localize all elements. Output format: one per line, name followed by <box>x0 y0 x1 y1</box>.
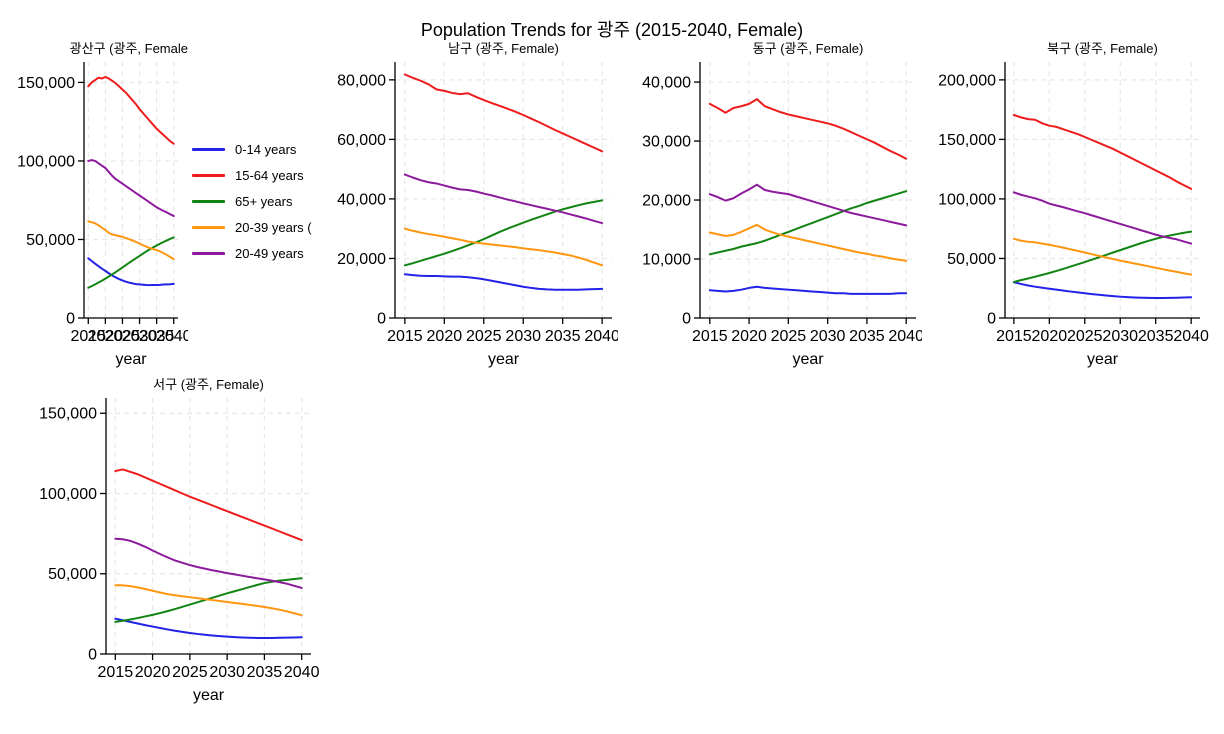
svg-text:2040: 2040 <box>156 328 188 345</box>
svg-text:2020: 2020 <box>427 328 463 345</box>
legend-line-swatch <box>192 147 225 151</box>
svg-text:year: year <box>115 351 147 368</box>
svg-text:100,000: 100,000 <box>938 191 996 208</box>
legend-item-15-64: 15-64 years <box>192 162 312 188</box>
svg-text:150,000: 150,000 <box>938 132 996 149</box>
svg-text:2030: 2030 <box>505 328 541 345</box>
legend-line-swatch <box>192 225 225 229</box>
svg-text:2020: 2020 <box>731 328 767 345</box>
legend-line-swatch <box>192 251 225 255</box>
svg-text:2025: 2025 <box>172 664 208 681</box>
svg-text:100,000: 100,000 <box>17 153 75 170</box>
legend-item-20-39: 20-39 years ( <box>192 214 312 240</box>
svg-text:2035: 2035 <box>1138 328 1174 345</box>
svg-text:2015: 2015 <box>692 328 728 345</box>
svg-text:0: 0 <box>987 311 996 328</box>
legend-label: 20-39 years ( <box>235 219 312 235</box>
svg-text:서구 (광주, Female): 서구 (광주, Female) <box>153 377 264 392</box>
svg-text:2015: 2015 <box>98 664 134 681</box>
svg-text:0: 0 <box>682 311 691 328</box>
figure-title: Population Trends for 광주 (2015-2040, Fem… <box>420 20 804 40</box>
svg-text:year: year <box>792 351 824 368</box>
svg-text:year: year <box>1087 351 1119 368</box>
svg-text:2030: 2030 <box>209 664 245 681</box>
legend-label: 0-14 years <box>235 141 297 157</box>
subplot-namgu: 0 20,000 40,000 60,000 80,000 2015 2020 2025 203… <box>315 38 618 376</box>
svg-text:50,000: 50,000 <box>48 566 97 583</box>
svg-text:0: 0 <box>66 311 75 328</box>
svg-text:0: 0 <box>377 311 386 328</box>
subplot-donggu: 0 10,000 20,000 30,000 40,000 2015 2020 2025 203… <box>620 38 922 376</box>
svg-text:2040: 2040 <box>1173 328 1209 345</box>
svg-text:2030: 2030 <box>810 328 846 345</box>
legend-label: 65+ years <box>235 193 293 209</box>
svg-text:2025: 2025 <box>466 328 502 345</box>
svg-text:100,000: 100,000 <box>39 486 97 503</box>
svg-text:150,000: 150,000 <box>39 406 97 423</box>
svg-text:40,000: 40,000 <box>642 75 691 92</box>
svg-text:2040: 2040 <box>888 328 922 345</box>
svg-text:2025: 2025 <box>771 328 807 345</box>
svg-text:80,000: 80,000 <box>337 72 386 89</box>
svg-text:2040: 2040 <box>284 664 320 681</box>
svg-text:2035: 2035 <box>545 328 581 345</box>
subplot-bukgu: 0 50,000 100,000 150,000 200,000 2015 2020 2025… <box>925 38 1214 376</box>
svg-text:2025: 2025 <box>105 328 141 345</box>
svg-text:2035: 2035 <box>247 664 283 681</box>
svg-text:20,000: 20,000 <box>642 193 691 210</box>
svg-text:150,000: 150,000 <box>17 75 75 92</box>
svg-text:남구 (광주, Female): 남구 (광주, Female) <box>448 41 559 56</box>
legend-label: 20-49 years <box>235 245 304 261</box>
svg-text:2015: 2015 <box>996 328 1032 345</box>
svg-text:30,000: 30,000 <box>642 134 691 151</box>
svg-text:2035: 2035 <box>139 328 175 345</box>
svg-text:2015: 2015 <box>387 328 423 345</box>
svg-text:2035: 2035 <box>849 328 885 345</box>
svg-text:50,000: 50,000 <box>947 251 996 268</box>
legend-line-swatch <box>192 199 225 203</box>
svg-text:2020: 2020 <box>135 664 171 681</box>
svg-text:광산구 (광주, Female): 광산구 (광주, Female) <box>70 41 188 56</box>
svg-text:2030: 2030 <box>1102 328 1138 345</box>
svg-text:2030: 2030 <box>122 328 158 345</box>
svg-text:200,000: 200,000 <box>938 72 996 89</box>
legend-line-swatch <box>192 173 225 177</box>
svg-text:50,000: 50,000 <box>26 232 75 249</box>
legend: 0-14 years 15-64 years 65+ years 20-39 y… <box>192 136 312 266</box>
svg-text:10,000: 10,000 <box>642 252 691 269</box>
svg-text:동구 (광주, Female): 동구 (광주, Female) <box>753 41 864 56</box>
svg-text:2040: 2040 <box>584 328 618 345</box>
subplot-gwangsangu: 0 50,000 100,000 150,000 2015 2020 2025 2030 203… <box>4 38 188 376</box>
legend-item-20-49: 20-49 years <box>192 240 312 266</box>
svg-text:2015: 2015 <box>70 328 106 345</box>
svg-text:20,000: 20,000 <box>337 251 386 268</box>
svg-text:0: 0 <box>88 647 97 664</box>
legend-label: 15-64 years <box>235 167 304 183</box>
legend-item-0-14: 0-14 years <box>192 136 312 162</box>
svg-text:40,000: 40,000 <box>337 191 386 208</box>
legend-item-65plus: 65+ years <box>192 188 312 214</box>
svg-text:year: year <box>193 687 225 704</box>
svg-text:북구 (광주, Female): 북구 (광주, Female) <box>1047 41 1158 56</box>
subplot-seogu: 0 50,000 100,000 150,000 2015 2020 2025 2030 203… <box>26 374 323 712</box>
svg-text:60,000: 60,000 <box>337 132 386 149</box>
svg-text:2025: 2025 <box>1067 328 1103 345</box>
svg-text:2020: 2020 <box>88 328 124 345</box>
svg-text:2020: 2020 <box>1032 328 1068 345</box>
svg-text:year: year <box>488 351 520 368</box>
